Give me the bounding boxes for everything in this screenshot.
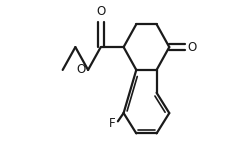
Text: O: O: [187, 41, 196, 54]
Text: O: O: [76, 63, 85, 76]
Text: O: O: [96, 5, 105, 18]
Text: F: F: [108, 117, 115, 130]
